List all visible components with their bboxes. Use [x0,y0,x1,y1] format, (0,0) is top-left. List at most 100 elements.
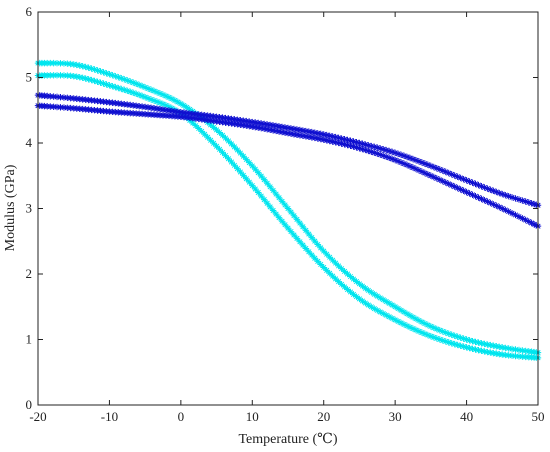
series-2-point [100,80,107,87]
series-4-point [365,147,372,155]
series-1-point [487,341,494,349]
series-1-point [436,327,443,334]
series-2-point [118,85,125,93]
series-1-point [82,63,89,71]
series-2-point [260,196,268,203]
series-1-point [263,180,271,187]
series-1-point [97,68,104,75]
series-3-point [299,127,307,134]
series-4-point [478,195,485,203]
series-1-point [445,330,452,337]
series-4-point [281,129,289,136]
series-4-point [287,130,295,137]
series-2-point [198,128,205,135]
series-4-point [391,156,399,164]
x-tick-label: 40 [460,409,473,424]
series-4-point [515,213,523,220]
series-3-point [499,190,506,198]
series-4-point [445,180,452,188]
series-1-point [347,273,354,280]
series-3-point [365,142,372,149]
series-1-point [454,333,461,340]
series-2-point [138,92,146,100]
series-2-point [436,336,443,343]
series-3-point [320,131,327,138]
series-1-point [368,289,375,296]
series-4-point [400,160,408,167]
series-1-point [418,318,426,326]
series-2-point [362,299,369,307]
series-4-point [454,184,461,192]
series-3-point [448,171,455,178]
series-2-point [427,333,435,340]
series-3-point [314,130,321,137]
series-4-point [332,139,339,146]
series-4-point [412,165,420,173]
series-4-point [359,145,366,153]
series-4-point [525,218,532,225]
series-1 [34,59,542,356]
series-1-point [344,270,351,278]
series-2-point [76,73,83,81]
series-2-point [50,72,57,79]
series-2-point [305,248,313,255]
series-2-point [112,83,119,91]
series-1-point [174,98,182,106]
series-3-point [409,155,417,163]
series-4-point [302,133,310,140]
series-2-point [487,349,494,356]
series-4-point [433,175,441,182]
series-4-point [409,164,417,171]
series-1-point [118,75,125,82]
series-1-point [186,106,193,113]
series-3-point [350,138,357,145]
series-2-point [418,329,426,336]
series-4-point [448,182,455,189]
series-2-point [237,168,244,176]
x-tick-label: -20 [29,409,46,424]
series-2-point [505,352,512,359]
series-3-point [60,94,68,101]
series-4-point [284,129,292,137]
series-1-point [496,343,503,351]
x-tick-label: 20 [317,409,330,424]
series-3-point [385,147,393,155]
series-4-point [460,187,467,194]
series-4-point [368,148,375,155]
series-4-point [329,138,336,145]
series-2-point [403,322,411,330]
series-4-point [383,153,390,160]
series-1-point [371,291,378,298]
series-1-point [79,62,86,70]
series-2-point [359,297,366,305]
series-3-point [397,151,405,159]
series-1-point [377,294,384,302]
series-4-point [403,161,411,169]
series-3-point [64,94,71,102]
series-1-point [383,298,390,305]
series-1-point [130,79,137,86]
series-3-point [278,123,286,131]
series-3-point [502,191,509,199]
series-3-point [284,124,292,132]
series-3-point [388,148,396,156]
series-4-point [60,104,68,111]
series-1-point [505,345,512,352]
series-2-point [79,74,86,82]
series-2-point [457,342,464,349]
series-3-point [272,122,280,130]
series-1-point [115,73,122,81]
series-1-point [484,341,491,348]
series-2-point [88,76,95,84]
series-2-point [415,328,423,335]
series-3-point [427,162,435,170]
series-2-point [284,224,292,232]
series-1-point [350,275,357,283]
y-tick-label: 1 [26,332,33,347]
series-2-point [344,286,351,293]
series-1-point [219,132,226,139]
series-4-point [533,222,540,229]
series-2-point [130,89,137,96]
series-1-point [314,241,321,248]
series-2-point [454,341,461,349]
